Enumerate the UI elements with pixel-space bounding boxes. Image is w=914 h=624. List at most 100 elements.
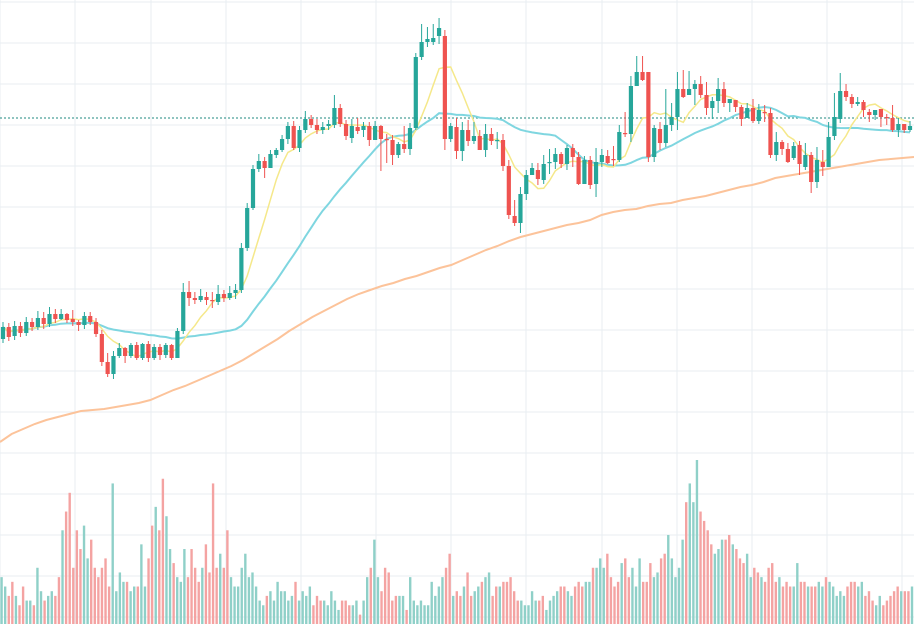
- volume-bar: [25, 600, 28, 624]
- volume-bar: [150, 525, 154, 624]
- volume-bar: [416, 605, 419, 624]
- candle-body: [82, 316, 87, 325]
- volume-bar: [491, 595, 494, 624]
- candle-body: [559, 154, 564, 164]
- volume-bar: [502, 581, 505, 624]
- volume-bar: [771, 563, 774, 624]
- volume-bar: [348, 605, 351, 624]
- volume-bar: [724, 539, 727, 624]
- candle-body: [803, 155, 808, 167]
- volume-bar: [649, 563, 652, 624]
- volume-bar: [803, 581, 806, 624]
- volume-bar: [760, 577, 763, 624]
- candle-body: [297, 130, 302, 148]
- volume-bar: [380, 591, 383, 624]
- volume-bar: [172, 563, 175, 624]
- volume-bar: [839, 591, 842, 624]
- volume-bar: [634, 586, 638, 624]
- candle-body: [652, 128, 657, 157]
- candle-body: [553, 154, 558, 162]
- volume-bar: [896, 586, 899, 624]
- volume-bar: [799, 581, 803, 624]
- volume-bar: [82, 525, 86, 624]
- volume-bar: [810, 586, 813, 624]
- candle-body: [326, 124, 331, 126]
- volume-bar: [516, 600, 519, 624]
- candle-body: [896, 124, 901, 130]
- candle-body: [157, 347, 163, 355]
- volume-bar: [179, 581, 182, 624]
- volume-bar: [473, 591, 476, 624]
- volume-bar: [68, 492, 71, 624]
- volume-bar: [699, 511, 702, 624]
- volume-bar: [663, 553, 666, 624]
- volume-bar: [753, 567, 756, 624]
- volume-bar: [767, 567, 770, 624]
- volume-bar: [351, 605, 355, 624]
- candle-body: [692, 84, 697, 89]
- volume-bar: [652, 577, 656, 624]
- volume-bar: [64, 511, 68, 624]
- volume-bar: [122, 581, 125, 624]
- volume-bar: [118, 572, 122, 624]
- candle-body: [76, 322, 81, 325]
- volume-bar: [358, 614, 362, 624]
- volume-bar: [72, 567, 75, 624]
- volume-bar: [50, 591, 53, 624]
- candle-body: [134, 345, 139, 358]
- volume-bar: [290, 595, 294, 624]
- volume-bar: [735, 549, 738, 624]
- volume-bar: [46, 595, 50, 624]
- candle-body: [186, 292, 192, 298]
- candle-body: [338, 108, 343, 124]
- candle-body: [750, 108, 756, 121]
- candle-body: [884, 117, 889, 119]
- candle-body: [274, 150, 279, 155]
- volume-bar: [401, 595, 405, 624]
- volume-bar: [781, 586, 785, 624]
- candle-body: [303, 119, 308, 130]
- candle-body: [774, 142, 779, 155]
- volume-bar: [236, 586, 240, 624]
- candle-body: [489, 134, 494, 141]
- candle-body: [163, 345, 168, 355]
- volume-bar: [728, 534, 731, 624]
- volume-bar: [444, 567, 448, 624]
- volume-bar: [588, 581, 591, 624]
- volume-bar: [907, 591, 910, 624]
- volume-bar: [186, 577, 190, 624]
- volume-bar: [763, 581, 767, 624]
- candle-body: [686, 89, 692, 95]
- volume-bar: [265, 595, 269, 624]
- candle-body: [716, 89, 721, 101]
- volume-bar: [659, 558, 663, 624]
- volume-bar: [867, 591, 871, 624]
- volume-bar: [39, 591, 43, 624]
- volume-bar: [731, 544, 734, 624]
- candle-body: [471, 136, 477, 141]
- candle-body: [396, 144, 401, 155]
- volume-bar: [806, 586, 810, 624]
- volume-bar: [749, 577, 752, 624]
- volume-bar: [613, 586, 616, 624]
- volume-bar: [330, 591, 333, 624]
- candle-body: [646, 72, 651, 157]
- candle-body: [99, 334, 104, 362]
- candle-body: [239, 248, 244, 290]
- candle-body: [431, 38, 436, 42]
- candle-body: [506, 166, 511, 215]
- candle-body: [483, 134, 488, 150]
- volume-bar: [598, 558, 602, 624]
- candle-body: [605, 156, 610, 163]
- candle-body: [500, 140, 506, 166]
- volume-bar: [821, 586, 824, 624]
- candle-body: [791, 146, 796, 158]
- volume-bar: [140, 544, 143, 624]
- candle-body: [256, 161, 261, 169]
- candle-body: [611, 159, 616, 161]
- candle-body: [582, 160, 587, 184]
- candle-body: [890, 118, 895, 130]
- volume-bar: [814, 586, 817, 624]
- volume-bar: [717, 549, 720, 624]
- volume-bar: [136, 586, 139, 624]
